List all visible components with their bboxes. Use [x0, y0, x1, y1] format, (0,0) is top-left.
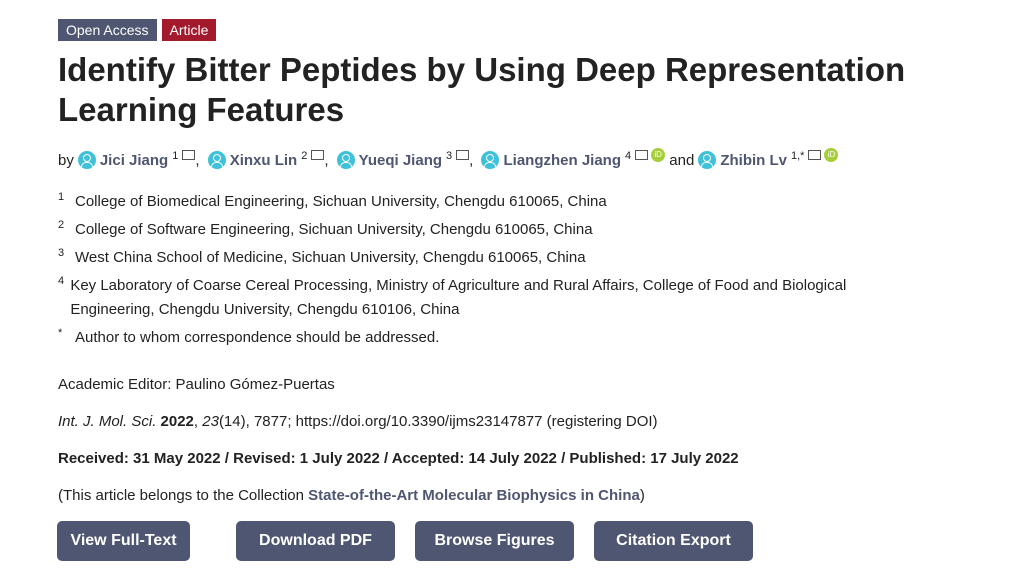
by-label: by	[58, 151, 74, 169]
article-title: Identify Bitter Peptides by Using Deep R…	[58, 51, 906, 128]
collection-suffix: )	[639, 487, 645, 504]
author-name[interactable]: Xinxu Lin	[229, 151, 298, 169]
year: 2022	[160, 413, 194, 430]
email-icon[interactable]	[635, 150, 649, 160]
author-affiliation-sup: 3	[446, 150, 453, 162]
author-affiliation-sup: 4	[625, 150, 632, 162]
email-icon[interactable]	[311, 150, 325, 160]
author-affiliation-sup: 2	[301, 150, 308, 162]
email-icon[interactable]	[456, 150, 470, 160]
orcid-icon[interactable]: iD	[824, 148, 839, 162]
affiliation-item: 1 College of Biomedical Engineering, Sich…	[58, 190, 918, 214]
affiliation-item: 4 Key Laboratory of Coarse Cereal Process…	[58, 274, 918, 322]
download-pdf-button[interactable]: Download PDF	[236, 521, 395, 561]
article-type-badge: Article	[161, 19, 217, 41]
author-name[interactable]: Yueqi Jiang	[358, 151, 443, 169]
publication-dates: Received: 31 May 2022 / Revised: 1 July …	[58, 450, 739, 467]
affiliation-text: Author to whom correspondence should be …	[75, 329, 440, 346]
and-label: and	[669, 151, 695, 169]
author-name[interactable]: Liangzhen Jiang	[503, 151, 621, 169]
affiliation-text: West China School of Medicine, Sichuan U…	[75, 249, 586, 266]
collection-prefix: (This article belongs to the Collection	[58, 487, 309, 504]
affiliation-number: 2	[58, 219, 65, 231]
email-icon[interactable]	[182, 150, 196, 160]
badges: Open Access Article	[58, 19, 217, 41]
academic-editor: Academic Editor: Paulino Gómez-Puertas	[58, 376, 335, 393]
affiliation-number: 3	[58, 247, 65, 259]
affiliation-number: *	[58, 327, 63, 339]
affiliation-number: 1	[58, 191, 65, 203]
citation: Int. J. Mol. Sci. 2022, 23(14), 7877; ht…	[58, 413, 658, 430]
view-full-text-button[interactable]: View Full-Text	[57, 521, 190, 561]
affiliation-number: 4	[58, 275, 65, 287]
affiliation-item: 2 College of Software Engineering, Sichua…	[58, 218, 918, 242]
journal-name: Int. J. Mol. Sci.	[58, 413, 157, 430]
browse-figures-button[interactable]: Browse Figures	[415, 521, 574, 561]
affiliation-text: Key Laboratory of Coarse Cereal Processi…	[70, 277, 847, 318]
author-name[interactable]: Jici Jiang	[99, 151, 169, 169]
affiliation-item: * Author to whom correspondence should be…	[58, 326, 918, 350]
orcid-icon[interactable]: iD	[651, 148, 666, 162]
affiliations: 1 College of Biomedical Engineering, Sich…	[58, 190, 918, 354]
author-avatar-icon	[77, 151, 96, 169]
affiliation-text: College of Biomedical Engineering, Sichu…	[75, 193, 607, 210]
author-avatar-icon	[698, 151, 717, 169]
affiliation-text: College of Software Engineering, Sichuan…	[75, 221, 593, 238]
author-affiliation-sup: 1,*	[791, 150, 805, 162]
citation-export-button[interactable]: Citation Export	[594, 521, 753, 561]
author-affiliation-sup: 1	[172, 150, 179, 162]
collection-note: (This article belongs to the Collection …	[58, 487, 645, 504]
citation-rest[interactable]: (14), 7877; https://doi.org/10.3390/ijms…	[218, 413, 658, 430]
collection-link[interactable]: State-of-the-Art Molecular Biophysics in…	[308, 487, 640, 504]
author-name[interactable]: Zhibin Lv	[720, 151, 787, 169]
author-avatar-icon	[336, 151, 355, 169]
open-access-badge[interactable]: Open Access	[58, 19, 157, 41]
email-icon[interactable]	[808, 150, 822, 160]
author-list: by Jici Jiang 1, Xinxu Lin 2, Yueqi Jiang 3…	[58, 148, 839, 169]
author-avatar-icon	[481, 151, 500, 169]
affiliation-item: 3 West China School of Medicine, Sichuan …	[58, 246, 918, 270]
volume: 23	[202, 413, 219, 430]
author-avatar-icon	[207, 151, 226, 169]
